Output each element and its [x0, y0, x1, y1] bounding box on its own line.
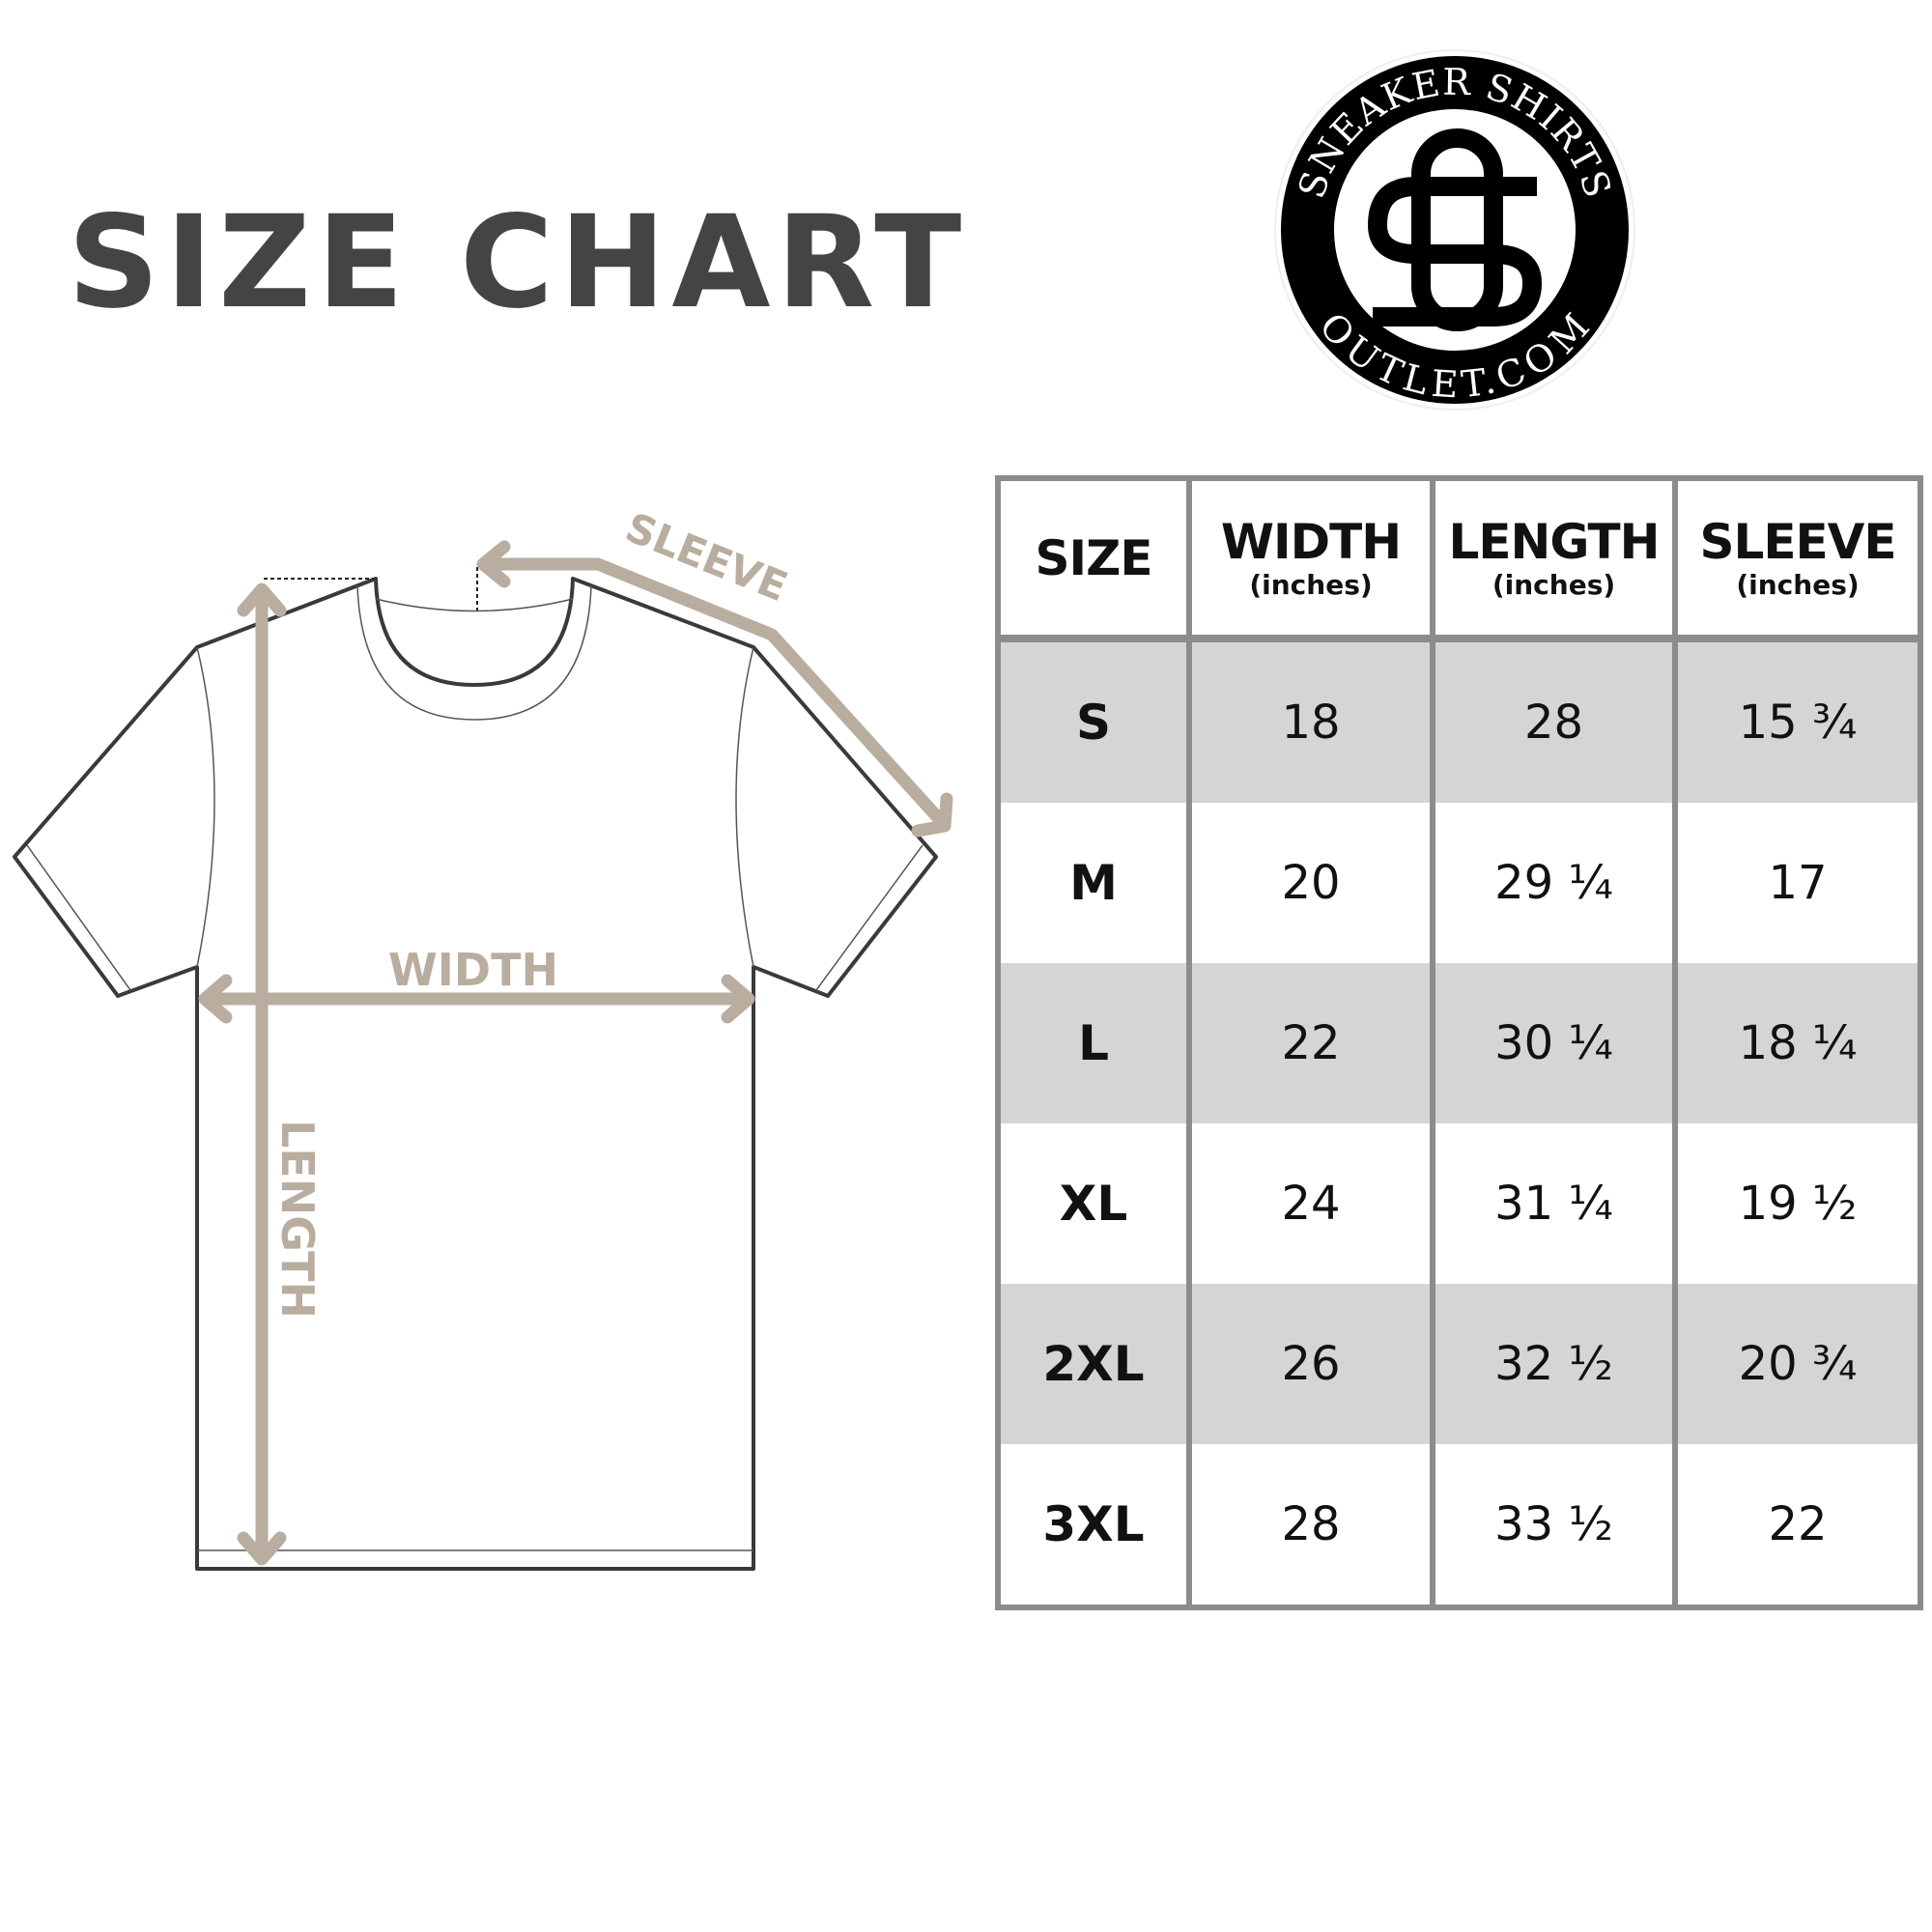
- table-cell: M: [1001, 803, 1186, 963]
- table-cell: S: [1001, 642, 1186, 803]
- header-label: SLEEVE: [1699, 514, 1896, 570]
- tshirt-diagram: WIDTH LENGTH SLEEVE: [13, 503, 953, 1571]
- measurement-value: 19 ½: [1738, 1177, 1858, 1231]
- header-sleeve: SLEEVE (inches): [1678, 481, 1918, 635]
- width-label: WIDTH: [388, 944, 558, 996]
- measurement-value: 20 ¾: [1738, 1337, 1858, 1391]
- header-size: SIZE: [1001, 481, 1186, 635]
- size-label: L: [1078, 1015, 1109, 1071]
- width-arrow: [198, 974, 755, 1024]
- measurement-value: 20: [1281, 856, 1341, 910]
- table-cell: 15 ¾: [1678, 642, 1918, 803]
- table-cell: 19 ½: [1678, 1123, 1918, 1284]
- measurement-value: 24: [1281, 1177, 1341, 1231]
- table-cell: 33 ½: [1435, 1444, 1672, 1605]
- measurement-value: 28: [1281, 1497, 1341, 1551]
- table-cell: 30 ¼: [1435, 963, 1672, 1123]
- size-label: 2XL: [1042, 1336, 1145, 1392]
- sleeve-label: SLEEVE: [619, 503, 794, 611]
- table-cell: 20 ¾: [1678, 1284, 1918, 1444]
- measurement-value: 15 ¾: [1738, 696, 1858, 750]
- table-cell: 28: [1192, 1444, 1430, 1605]
- sleeve-arrow: [476, 540, 953, 838]
- measurement-value: 33 ½: [1494, 1497, 1613, 1551]
- header-length: LENGTH (inches): [1435, 481, 1672, 635]
- measurement-value: 31 ¼: [1494, 1177, 1613, 1231]
- table-cell: 17: [1678, 803, 1918, 963]
- table-cell: 28: [1435, 642, 1672, 803]
- measurement-arrows: [198, 540, 953, 1566]
- size-label: XL: [1059, 1176, 1128, 1232]
- table-cell: 29 ¼: [1435, 803, 1672, 963]
- size-label: S: [1075, 695, 1111, 751]
- measurement-value: 22: [1281, 1016, 1341, 1070]
- size-label: M: [1069, 855, 1118, 911]
- page-title: SIZE CHART: [68, 188, 968, 337]
- monogram-icon: [1367, 128, 1543, 331]
- table-cell: 24: [1192, 1123, 1430, 1284]
- measurement-value: 28: [1523, 696, 1584, 750]
- header-label: WIDTH: [1220, 514, 1402, 570]
- header-unit: (inches): [1736, 569, 1860, 601]
- table-cell: 18 ¼: [1678, 963, 1918, 1123]
- tshirt-outline: [13, 577, 938, 1571]
- length-arrow: [237, 582, 287, 1566]
- length-label: LENGTH: [271, 1120, 324, 1319]
- measurement-value: 32 ½: [1494, 1337, 1613, 1391]
- table-cell: 2XL: [1001, 1284, 1186, 1444]
- size-label: 3XL: [1042, 1496, 1145, 1552]
- table-cell: 20: [1192, 803, 1430, 963]
- measurement-value: 18: [1281, 696, 1341, 750]
- measurement-value: 29 ¼: [1494, 856, 1613, 910]
- header-unit: (inches): [1492, 569, 1616, 601]
- measurement-value: 17: [1768, 856, 1828, 910]
- table-cell: 32 ½: [1435, 1284, 1672, 1444]
- table-cell: 3XL: [1001, 1444, 1186, 1605]
- table-cell: 18: [1192, 642, 1430, 803]
- header-unit: (inches): [1249, 569, 1373, 601]
- table-cell: L: [1001, 963, 1186, 1123]
- table-cell: XL: [1001, 1123, 1186, 1284]
- measurement-value: 30 ¼: [1494, 1016, 1613, 1070]
- table-cell: 31 ¼: [1435, 1123, 1672, 1284]
- header-label: SIZE: [1035, 529, 1152, 586]
- header-width: WIDTH (inches): [1192, 481, 1430, 635]
- table-cell: 22: [1192, 963, 1430, 1123]
- measurement-value: 26: [1281, 1337, 1341, 1391]
- measurement-value: 18 ¼: [1738, 1016, 1858, 1070]
- table-cell: 26: [1192, 1284, 1430, 1444]
- table-cell: 22: [1678, 1444, 1918, 1605]
- measurement-value: 22: [1768, 1497, 1828, 1551]
- size-table: SIZE WIDTH (inches) LENGTH (inches) SLEEVE…: [995, 475, 1923, 1610]
- header-label: LENGTH: [1448, 514, 1661, 570]
- brand-logo: SNEAKER SHIRTS OUTLET.COM: [1274, 49, 1635, 411]
